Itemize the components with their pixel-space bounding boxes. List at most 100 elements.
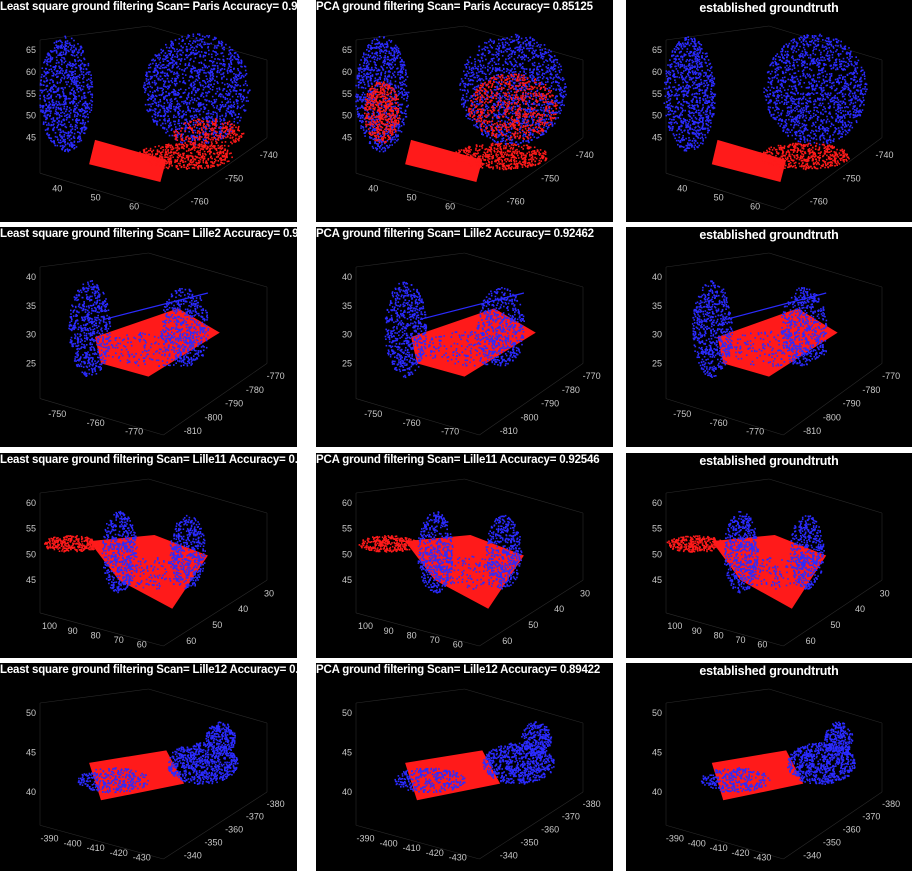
- x-tick-label: 70: [114, 635, 124, 645]
- z-tick-label: 45: [652, 747, 662, 757]
- z-tick-label: 30: [342, 330, 352, 340]
- plot-title: PCA ground filtering Scan= Lille12 Accur…: [316, 664, 613, 676]
- z-tick-label: 65: [26, 45, 36, 55]
- x-tick-label: 40: [368, 184, 378, 194]
- axis-grid: [665, 688, 883, 860]
- y-tick-label: -790: [225, 399, 243, 409]
- z-tick-label: 50: [342, 708, 352, 718]
- point-cloud: [394, 721, 555, 801]
- facade-points: [485, 514, 523, 590]
- tree-points: [142, 33, 251, 146]
- point-cloud: [68, 280, 220, 377]
- z-tick-label: 35: [652, 301, 662, 311]
- ground-points: [759, 142, 850, 171]
- plot-title: Least square ground filtering Scan= Lill…: [0, 228, 297, 240]
- x-tick-label: 70: [736, 635, 746, 645]
- x-tick-label: 100: [358, 621, 373, 631]
- y-tick-label: -360: [843, 825, 861, 835]
- x-tick-label: 60: [757, 640, 767, 650]
- z-tick-label: 60: [342, 498, 352, 508]
- x-tick-label: -750: [48, 409, 66, 419]
- point-cloud: [355, 33, 567, 183]
- point-cloud-plot: 45 50 55 60 65 40 50 60 -740 -750 -760: [26, 25, 278, 212]
- plot-panel-paris-least-square: 45 50 55 60 65 40 50 60 -740 -750 -760 Least square…: [0, 0, 297, 222]
- x-tick-label: 40: [52, 184, 62, 194]
- y-tick-label: -750: [225, 173, 243, 183]
- object-points: [724, 330, 827, 367]
- y-tick-label: -810: [184, 426, 202, 436]
- ground-points: [358, 535, 418, 553]
- cable-line: [419, 292, 525, 320]
- y-tick-label: -790: [843, 399, 861, 409]
- z-tick-label: 50: [652, 111, 662, 121]
- x-tick-label: -390: [666, 834, 684, 844]
- plot-panel-lille11-pca: 45 50 55 60 100 90 80 70 60 30 40 50 60 PCA ground fi…: [316, 453, 613, 658]
- y-tick-label: -760: [191, 196, 209, 206]
- plot-panel-lille11-least-square: 45 50 55 60 100 90 80 70 60 30 40 50 60 Least square …: [0, 453, 297, 658]
- ground-surface: [405, 535, 524, 609]
- z-tick-label: 45: [342, 747, 352, 757]
- z-tick-label: 30: [652, 330, 662, 340]
- z-tick-label: 25: [652, 358, 662, 368]
- y-tick-label: 50: [528, 620, 538, 630]
- y-tick-label: -750: [541, 173, 559, 183]
- ground-points: [44, 535, 102, 553]
- object-points: [437, 555, 508, 590]
- point-cloud: [384, 281, 536, 379]
- z-tick-label: 40: [652, 787, 662, 797]
- z-tick-label: 45: [652, 133, 662, 143]
- y-tick-label: 60: [806, 636, 816, 646]
- plot-panel-lille2-pca: 25 30 35 40 -750 -760 -770 -770 -780 -790 -800 -810…: [316, 227, 613, 447]
- x-tick-label: -430: [133, 853, 151, 863]
- x-tick-label: 100: [42, 621, 57, 631]
- y-tick-label: 60: [186, 636, 196, 646]
- y-tick-label: 60: [502, 636, 512, 646]
- ground-points: [454, 142, 548, 171]
- z-tick-label: 25: [342, 358, 352, 368]
- x-tick-label: 90: [68, 626, 78, 636]
- ground-points: [139, 142, 233, 170]
- y-tick-label: -740: [876, 150, 894, 160]
- z-tick-label: 45: [26, 575, 36, 585]
- y-tick-label: -770: [882, 371, 900, 381]
- y-tick-label: -810: [500, 426, 518, 436]
- facade-points: [68, 280, 112, 377]
- z-tick-label: 40: [342, 272, 352, 282]
- axis-grid: [39, 252, 268, 436]
- ground-surface: [411, 308, 536, 377]
- z-tick-label: 50: [342, 549, 352, 559]
- x-tick-label: 50: [407, 193, 417, 203]
- plot-title: Least square ground filtering Scan= Lill…: [0, 454, 297, 466]
- x-tick-label: -410: [710, 843, 728, 853]
- plot-title: established groundtruth: [626, 228, 912, 242]
- z-tick-label: 35: [342, 301, 352, 311]
- point-cloud: [700, 721, 856, 801]
- y-tick-label: -370: [862, 812, 880, 822]
- ground-strip: [89, 139, 167, 183]
- z-tick-label: 40: [342, 787, 352, 797]
- axis-grid: [39, 688, 268, 860]
- plot-title: Least square ground filtering Scan= Lill…: [0, 664, 297, 676]
- x-tick-label: -400: [64, 838, 82, 848]
- z-tick-label: 50: [26, 549, 36, 559]
- y-tick-label: -380: [267, 799, 285, 809]
- object-points: [417, 330, 521, 367]
- x-tick-label: 100: [667, 621, 682, 631]
- x-tick-label: -430: [753, 853, 771, 863]
- object-points: [700, 767, 771, 793]
- axis-grid: [665, 252, 883, 436]
- y-tick-label: 40: [855, 604, 865, 614]
- x-tick-label: -420: [732, 848, 750, 858]
- ground-surface: [89, 750, 185, 801]
- axis-grid: [665, 25, 883, 211]
- x-tick-label: -760: [403, 418, 421, 428]
- z-tick-label: 55: [342, 89, 352, 99]
- y-tick-label: -340: [184, 851, 202, 861]
- y-tick-label: -760: [810, 196, 828, 206]
- y-tick-label: -780: [246, 385, 264, 395]
- x-tick-label: -410: [403, 843, 421, 853]
- y-tick-label: -380: [882, 799, 900, 809]
- z-tick-label: 60: [26, 67, 36, 77]
